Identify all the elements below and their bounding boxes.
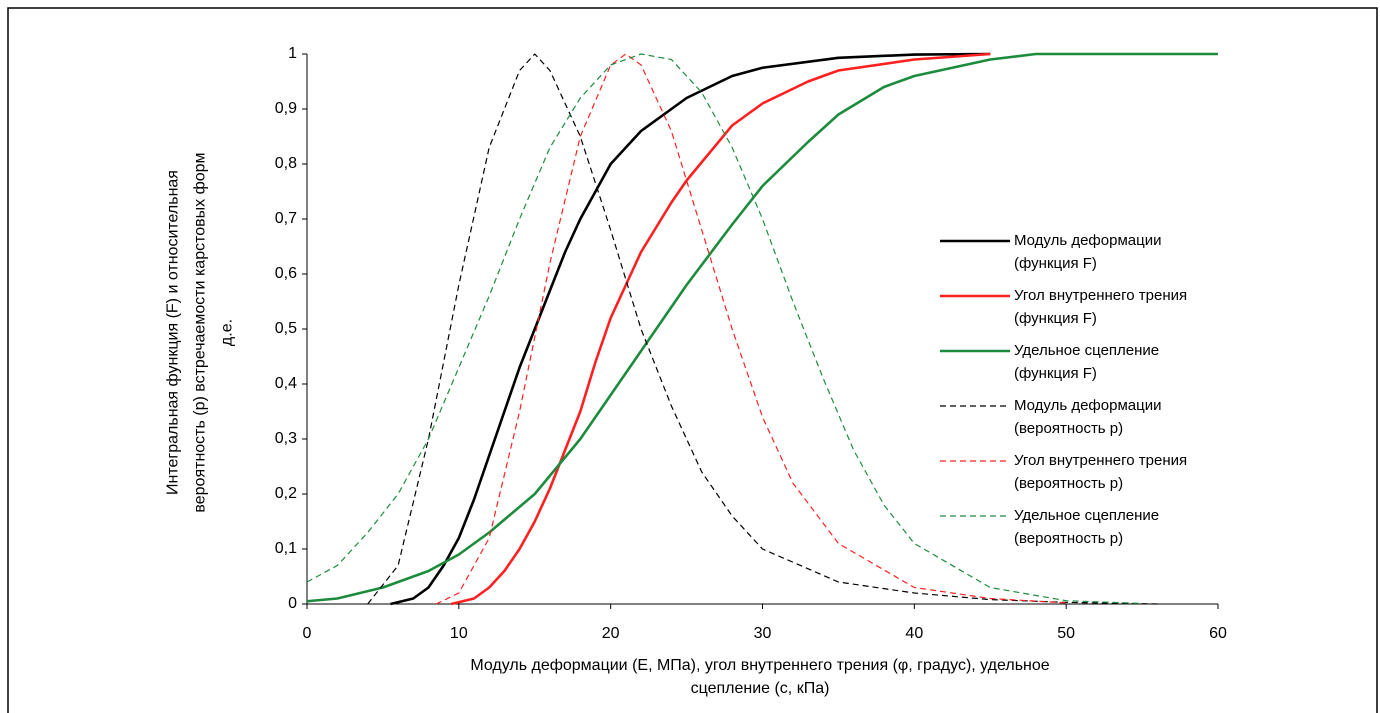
y-axis-title: Интегральная функция (F) и относительная… <box>164 152 236 513</box>
y-tick-label: 0 <box>288 595 297 612</box>
x-tick-label: 50 <box>1057 625 1075 642</box>
y-tick-label: 0,9 <box>275 100 297 117</box>
legend-label: Угол внутреннего трения (вероятность р) <box>1014 452 1188 492</box>
series-line <box>435 53 1067 605</box>
x-tick-label: 0 <box>303 625 312 642</box>
legend-label: Удельное сцепление (функция F) <box>1014 342 1160 382</box>
series-line <box>450 52 991 606</box>
y-tick-label: 0,7 <box>275 210 297 227</box>
y-tick-label: 0,1 <box>275 540 297 557</box>
y-tick-label: 0,3 <box>275 430 297 447</box>
series-line <box>306 53 1143 605</box>
y-tick-label: 0,4 <box>275 375 297 392</box>
x-axis-title: Модуль деформации (Е, МПа), угол внутрен… <box>470 657 1050 697</box>
x-tick-label: 60 <box>1209 625 1227 642</box>
y-tick-label: 0,5 <box>275 320 297 337</box>
y-tick-label: 0,2 <box>275 485 297 502</box>
series-line <box>306 52 1218 603</box>
x-tick-label: 40 <box>905 625 923 642</box>
legend-label: Угол внутреннего трения (функция F) <box>1014 287 1188 327</box>
x-tick-label: 10 <box>450 625 468 642</box>
series-line <box>390 52 991 606</box>
y-tick-label: 0,6 <box>275 265 297 282</box>
frame <box>7 7 1378 713</box>
x-tick-label: 20 <box>602 625 620 642</box>
legend-label: Модуль деформации (функция F) <box>1014 232 1162 272</box>
y-tick-label: 0,8 <box>275 155 297 172</box>
legend-label: Удельное сцепление (вероятность р) <box>1014 507 1160 547</box>
y-tick-label: 1 <box>288 45 297 62</box>
x-tick-label: 30 <box>754 625 772 642</box>
legend-label: Модуль деформации (вероятность р) <box>1014 397 1162 437</box>
